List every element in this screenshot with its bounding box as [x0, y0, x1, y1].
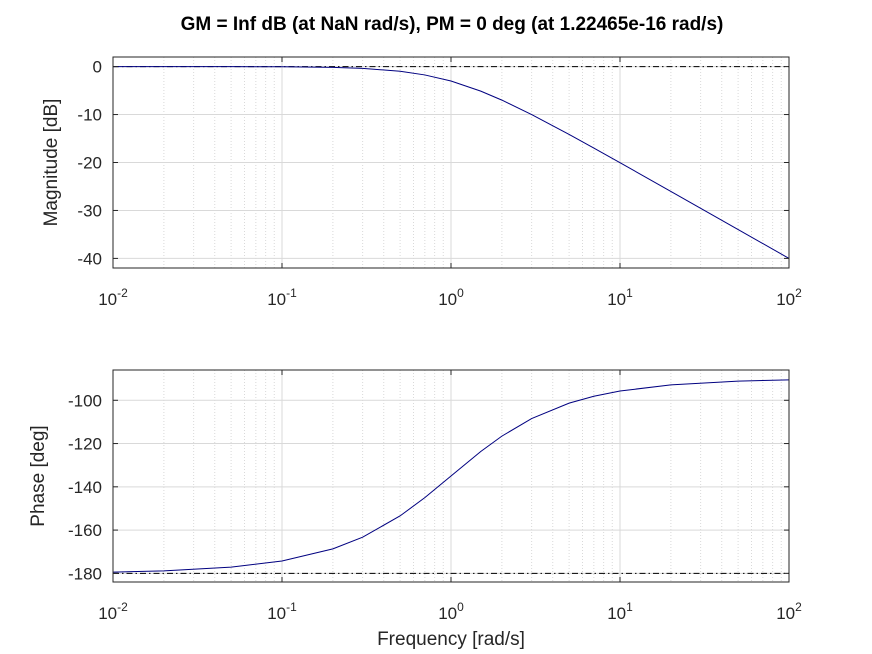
x-tick-base: 10 [607, 604, 626, 623]
y-tick-label: -140 [68, 478, 102, 497]
grid [112, 57, 790, 268]
figure-title: GM = Inf dB (at NaN rad/s), PM = 0 deg (… [181, 14, 724, 35]
phase-plot: 10-2 10-1 100 101 102-100-120-140-160-180Pha… [28, 369, 802, 650]
y-tick-label: -100 [68, 391, 102, 410]
x-tick-base: 10 [438, 290, 457, 309]
x-tick-label: 101 [607, 286, 633, 309]
x-tick-exponent: 1 [626, 600, 633, 614]
y-axis-label: Phase [deg] [28, 425, 49, 526]
y-tick-label: 0 [93, 58, 102, 77]
x-tick-base: 10 [98, 604, 117, 623]
y-tick-label: -160 [68, 521, 102, 540]
x-tick-exponent: -2 [117, 600, 128, 614]
y-tick-label: -10 [77, 106, 102, 125]
series-line [112, 379, 790, 573]
x-tick-exponent: -1 [286, 600, 297, 614]
x-tick-label: 100 [438, 600, 464, 623]
magnitude-plot: 10-2 10-1 100 101 1020-10-20-30-40Magnitude … [41, 56, 802, 309]
x-tick-base: 10 [776, 604, 795, 623]
x-tick-base: 10 [267, 290, 286, 309]
x-tick-base: 10 [98, 290, 117, 309]
x-tick-base: 10 [607, 290, 626, 309]
x-tick-label: 102 [776, 600, 802, 623]
x-tick-exponent: 2 [795, 286, 802, 300]
x-tick-base: 10 [438, 604, 457, 623]
x-tick-exponent: -2 [117, 286, 128, 300]
x-tick-base: 10 [267, 604, 286, 623]
x-tick-exponent: -1 [286, 286, 297, 300]
x-tick-base: 10 [776, 290, 795, 309]
y-tick-label: -20 [77, 154, 102, 173]
x-tick-label: 10-2 [98, 600, 128, 623]
x-tick-exponent: 0 [457, 286, 464, 300]
y-tick-label: -180 [68, 564, 102, 583]
x-tick-label: 10-1 [267, 600, 297, 623]
x-tick-exponent: 0 [457, 600, 464, 614]
y-axis-label: Magnitude [dB] [41, 99, 62, 227]
x-tick-label: 10-2 [98, 286, 128, 309]
series-line [113, 66, 790, 259]
x-tick-label: 10-1 [267, 286, 297, 309]
x-tick-label: 101 [607, 600, 633, 623]
y-tick-label: -30 [77, 201, 102, 220]
x-tick-label: 102 [776, 286, 802, 309]
x-axis-label: Frequency [rad/s] [377, 629, 525, 650]
x-tick-exponent: 2 [795, 600, 802, 614]
y-tick-label: -120 [68, 435, 102, 454]
x-tick-label: 100 [438, 286, 464, 309]
x-tick-exponent: 1 [626, 286, 633, 300]
y-tick-label: -40 [77, 249, 102, 268]
